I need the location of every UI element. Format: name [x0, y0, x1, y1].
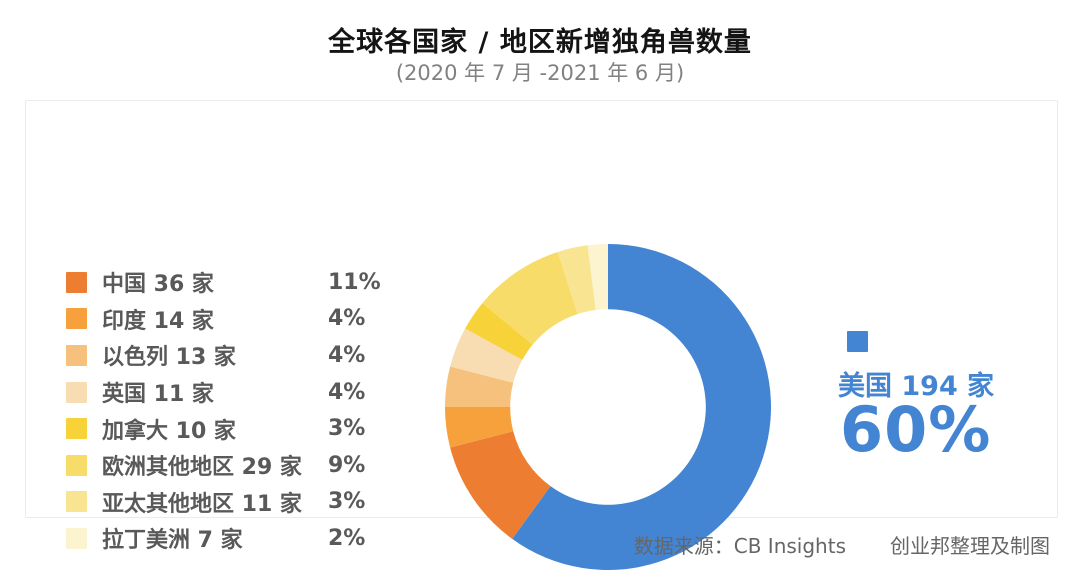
donut-segment-以色列: [445, 366, 514, 407]
legend-percent: 11%: [328, 269, 381, 295]
donut-segment-英国: [450, 328, 523, 383]
legend-label: 中国 36 家: [102, 272, 214, 298]
us-callout-swatch: [847, 331, 868, 352]
legend-item: 拉丁美洲 7 家 2%: [66, 520, 396, 557]
legend-swatch: [66, 454, 87, 476]
us-callout-label: 美国 194 家: [838, 371, 995, 402]
legend-item: 中国 36 家 11%: [66, 264, 396, 301]
chart-panel: 中国 36 家 11% 印度 14 家 4% 以色列 13 家 4% 英国 11 家 4% 加拿…: [25, 100, 1058, 570]
donut-chart: [438, 237, 778, 577]
legend-label: 欧洲其他地区 29 家: [102, 455, 302, 481]
legend-swatch: [66, 271, 87, 293]
legend-label: 亚太其他地区 11 家: [102, 491, 302, 517]
legend-swatch: [66, 308, 87, 330]
legend-item: 英国 11 家 4%: [66, 374, 396, 411]
legend-item: 以色列 13 家 4%: [66, 337, 396, 374]
legend-percent: 3%: [328, 489, 366, 515]
legend-percent: 9%: [328, 452, 366, 478]
legend-percent: 2%: [328, 525, 366, 551]
donut-segment-美国: [512, 244, 771, 570]
donut-segment-中国: [450, 431, 551, 539]
footer: 数据来源：CB Insights 创业邦整理及制图: [634, 530, 1050, 559]
legend-item: 印度 14 家 4%: [66, 301, 396, 338]
donut-segment-印度: [445, 407, 514, 448]
donut-segment-亚太其他地区: [557, 245, 596, 314]
data-source: 数据来源：CB Insights: [633, 534, 846, 558]
legend-percent: 4%: [328, 306, 366, 332]
legend-swatch: [66, 418, 87, 440]
donut-segment-拉丁美洲: [587, 244, 608, 310]
legend-swatch: [66, 491, 87, 513]
legend-percent: 4%: [328, 379, 366, 405]
legend-swatch: [66, 527, 87, 549]
donut-chart-svg: [445, 244, 771, 570]
page-subtitle: (2020 年 7 月 -2021 年 6 月): [395, 61, 685, 85]
donut-segment-加拿大: [465, 303, 533, 360]
chart-credit: 创业邦整理及制图: [890, 534, 1050, 558]
legend-label: 印度 14 家: [102, 308, 214, 334]
legend-percent: 3%: [328, 416, 366, 442]
legend-item: 亚太其他地区 11 家 3%: [66, 484, 396, 521]
legend-label: 以色列 13 家: [102, 345, 236, 371]
legend-item: 加拿大 10 家 3%: [66, 410, 396, 447]
legend-label: 拉丁美洲 7 家: [102, 528, 243, 554]
page-title: 全球各国家 / 地区新增独角兽数量: [328, 27, 752, 58]
donut-segment-欧洲其他地区: [482, 251, 578, 345]
legend: 中国 36 家 11% 印度 14 家 4% 以色列 13 家 4% 英国 11 家 4% 加拿…: [66, 264, 396, 557]
us-callout-percent: 60%: [840, 393, 992, 466]
legend-percent: 4%: [328, 342, 366, 368]
legend-label: 加拿大 10 家: [102, 418, 236, 444]
legend-swatch: [66, 381, 87, 403]
legend-item: 欧洲其他地区 29 家 9%: [66, 447, 396, 484]
legend-swatch: [66, 344, 87, 366]
legend-label: 英国 11 家: [102, 382, 214, 408]
